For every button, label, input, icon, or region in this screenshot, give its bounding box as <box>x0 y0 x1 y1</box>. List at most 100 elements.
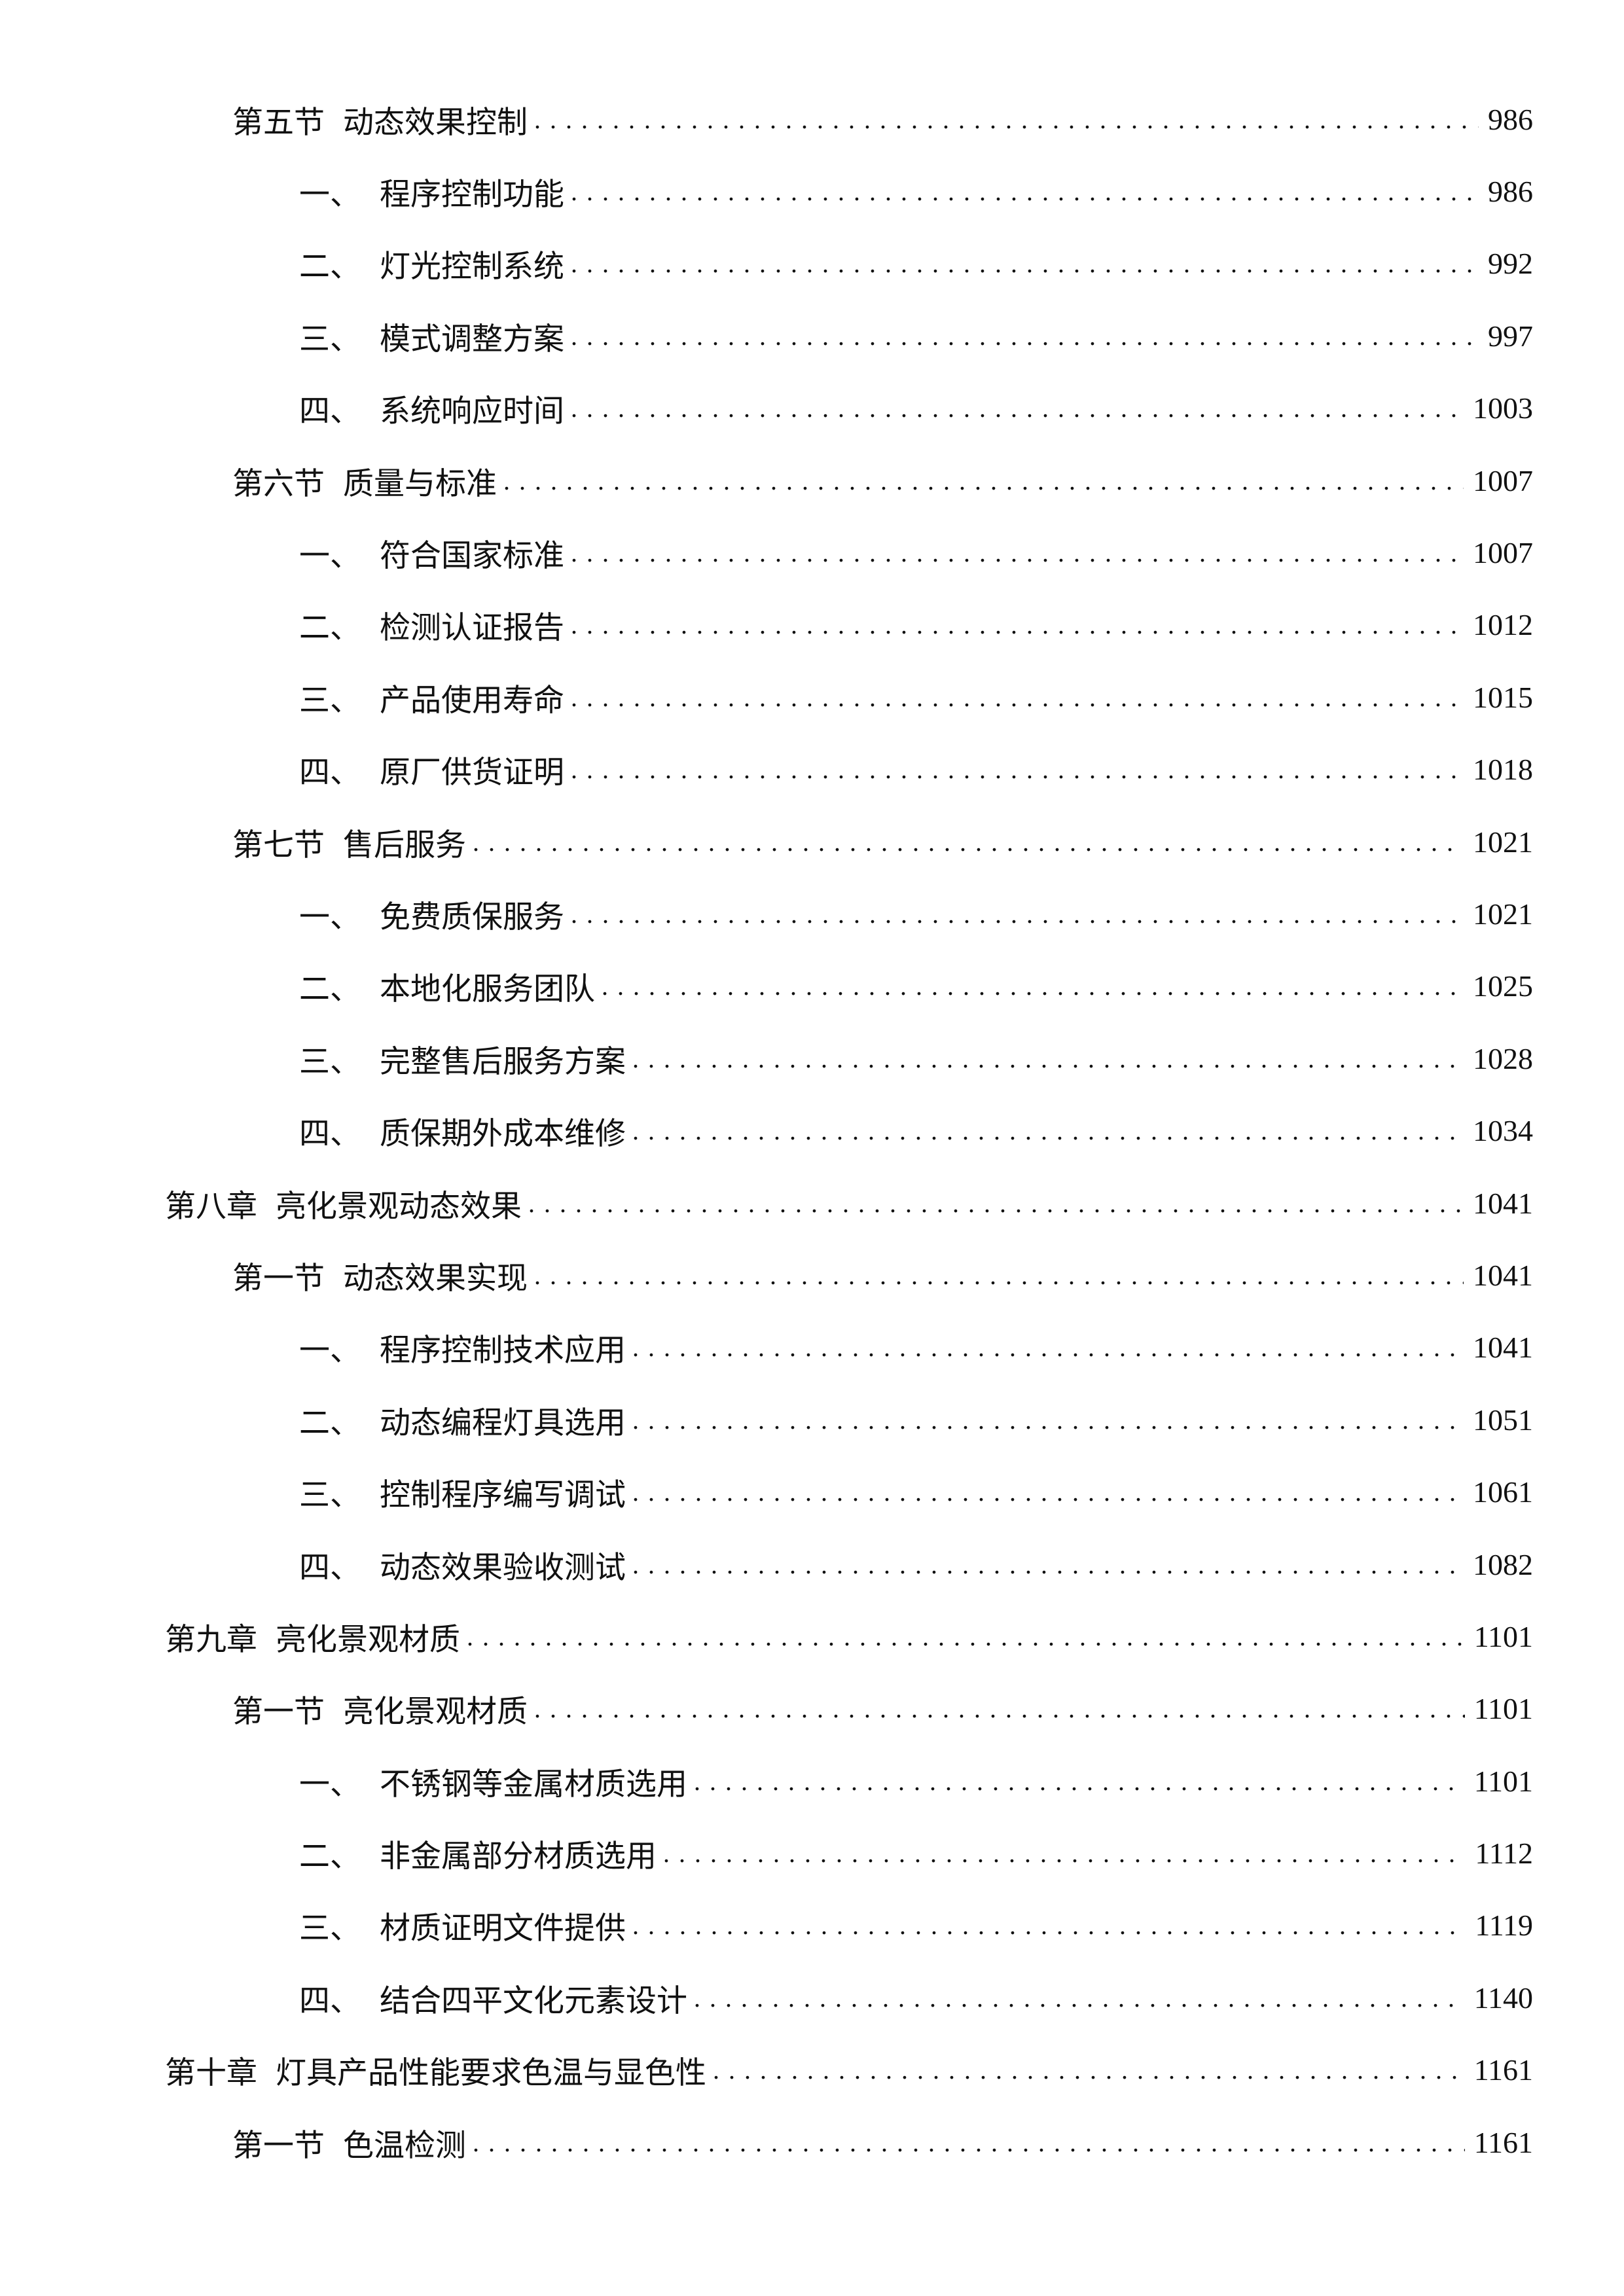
toc-entry-number: 二、 <box>299 973 361 1007</box>
dot-leader <box>473 2127 1465 2158</box>
toc-entry-label: 三、 产品使用寿命 <box>299 675 564 720</box>
toc-entry-page: 1140 <box>1473 1981 1533 2015</box>
toc-entry[interactable]: 一、不锈钢等金属材质选用 1101 <box>0 1745 1624 1817</box>
toc-entry-page: 1007 <box>1473 463 1533 497</box>
toc-entry-title: 质量与标准 <box>343 467 497 501</box>
toc-entry[interactable]: 四、动态效果验收测试 1082 <box>0 1528 1624 1600</box>
toc-entry-number: 二、 <box>299 611 361 646</box>
toc-entry-number: 一、 <box>299 900 361 935</box>
toc-entry-page: 1003 <box>1473 391 1533 425</box>
toc-entry[interactable]: 一、免费质保服务 1021 <box>0 878 1624 950</box>
toc-entry[interactable]: 三、产品使用寿命 1015 <box>0 661 1624 733</box>
dot-leader <box>571 393 1464 423</box>
toc-entry-title: 产品使用寿命 <box>380 683 564 718</box>
toc-entry[interactable]: 四、结合四平文化元素设计 1140 <box>0 1962 1624 2034</box>
toc-entry-number: 四、 <box>299 1984 361 2018</box>
toc-entry[interactable]: 二、非金属部分材质选用 1112 <box>0 1817 1624 1889</box>
toc-entry-title: 动态效果控制 <box>343 105 528 140</box>
toc-entry-title: 结合四平文化元素设计 <box>380 1984 687 2018</box>
toc-entry-label: 四、 原厂供货证明 <box>299 747 564 792</box>
toc-entry-label: 一、 程序控制技术应用 <box>299 1325 626 1370</box>
toc-entry-number: 第九章 <box>165 1623 257 1657</box>
toc-entry-number: 二、 <box>299 1406 361 1441</box>
toc-entry-label: 一、 符合国家标准 <box>299 530 564 575</box>
toc-entry-title: 符合国家标准 <box>380 539 564 574</box>
toc-entry-number: 第六节 <box>232 467 325 501</box>
toc-entry[interactable]: 一、程序控制功能 986 <box>0 155 1624 227</box>
dot-leader <box>694 1982 1465 2013</box>
dot-leader <box>632 1332 1464 1363</box>
toc-entry-title: 动态效果验收测试 <box>380 1551 626 1585</box>
toc-entry-number: 一、 <box>299 539 361 574</box>
toc-entry-label: 第九章 亮化景观材质 <box>165 1614 460 1659</box>
toc-entry-number: 三、 <box>299 1479 361 1513</box>
dot-leader <box>534 1693 1465 1724</box>
toc-entry-page: 986 <box>1488 175 1533 209</box>
toc-entry[interactable]: 三、完整售后服务方案 1028 <box>0 1022 1624 1094</box>
toc-entry[interactable]: 二、本地化服务团队 1025 <box>0 950 1624 1022</box>
toc-entry[interactable]: 三、材质证明文件提供 1119 <box>0 1890 1624 1962</box>
toc-entry-page: 1101 <box>1473 1692 1533 1726</box>
toc-entry-page: 1012 <box>1473 608 1533 642</box>
table-of-contents: 第五节动态效果控制986一、程序控制功能986二、灯光控制系统992三、模式调整… <box>0 83 1624 2178</box>
toc-entry-label: 四、 系统响应时间 <box>299 386 564 431</box>
dot-leader <box>473 827 1464 857</box>
toc-entry-title: 售后服务 <box>343 828 466 863</box>
dot-leader <box>503 465 1464 496</box>
toc-entry-title: 本地化服务团队 <box>380 973 595 1007</box>
dot-leader <box>571 899 1464 929</box>
dot-leader <box>632 1115 1464 1146</box>
toc-entry[interactable]: 二、灯光控制系统 992 <box>0 228 1624 300</box>
toc-entry-number: 四、 <box>299 756 361 791</box>
dot-leader <box>571 537 1464 568</box>
toc-entry-title: 亮化景观动态效果 <box>276 1189 522 1224</box>
toc-entry-page: 1119 <box>1475 1909 1533 1943</box>
toc-entry-label: 四、 质保期外成本维修 <box>299 1108 626 1153</box>
toc-entry-page: 1101 <box>1473 1764 1533 1798</box>
dot-leader <box>571 321 1479 351</box>
toc-entry-page: 1041 <box>1473 1258 1533 1292</box>
toc-entry-title: 动态编程灯具选用 <box>380 1406 626 1441</box>
toc-entry[interactable]: 四、系统响应时间 1003 <box>0 372 1624 444</box>
toc-entry-number: 一、 <box>299 1767 361 1802</box>
toc-entry-number: 第七节 <box>232 828 325 863</box>
dot-leader <box>571 176 1479 207</box>
toc-entry-label: 二、 检测认证报告 <box>299 602 564 647</box>
dot-leader <box>602 971 1464 1001</box>
toc-entry-page: 1061 <box>1473 1475 1533 1509</box>
toc-entry-title: 亮化景观材质 <box>276 1623 460 1657</box>
dot-leader <box>467 1621 1465 1652</box>
toc-entry[interactable]: 四、质保期外成本维修 1034 <box>0 1094 1624 1166</box>
toc-entry[interactable]: 三、控制程序编写调试 1061 <box>0 1456 1624 1528</box>
toc-entry[interactable]: 二、动态编程灯具选用 1051 <box>0 1384 1624 1456</box>
toc-entry[interactable]: 四、原厂供货证明 1018 <box>0 734 1624 806</box>
toc-entry-label: 第五节 动态效果控制 <box>232 97 528 142</box>
dot-leader <box>534 1260 1464 1291</box>
toc-entry[interactable]: 一、程序控制技术应用 1041 <box>0 1312 1624 1384</box>
toc-entry-title: 控制程序编写调试 <box>380 1479 626 1513</box>
toc-entry-label: 第一节 动态效果实现 <box>232 1253 528 1298</box>
toc-entry-number: 一、 <box>299 1334 361 1369</box>
toc-entry[interactable]: 一、符合国家标准 1007 <box>0 516 1624 588</box>
toc-entry[interactable]: 二、检测认证报告 1012 <box>0 589 1624 661</box>
toc-entry-title: 程序控制技术应用 <box>380 1334 626 1369</box>
toc-entry-number: 四、 <box>299 1117 361 1152</box>
dot-leader <box>632 1477 1464 1507</box>
toc-entry-page: 997 <box>1488 319 1533 353</box>
toc-entry-label: 三、 模式调整方案 <box>299 314 564 359</box>
toc-entry-number: 第一节 <box>232 1261 325 1296</box>
dot-leader <box>571 609 1464 640</box>
toc-entry-number: 第五节 <box>232 105 325 140</box>
toc-entry-label: 四、 动态效果验收测试 <box>299 1542 626 1587</box>
toc-entry-title: 完整售后服务方案 <box>380 1045 626 1079</box>
toc-entry[interactable]: 三、模式调整方案 997 <box>0 300 1624 372</box>
